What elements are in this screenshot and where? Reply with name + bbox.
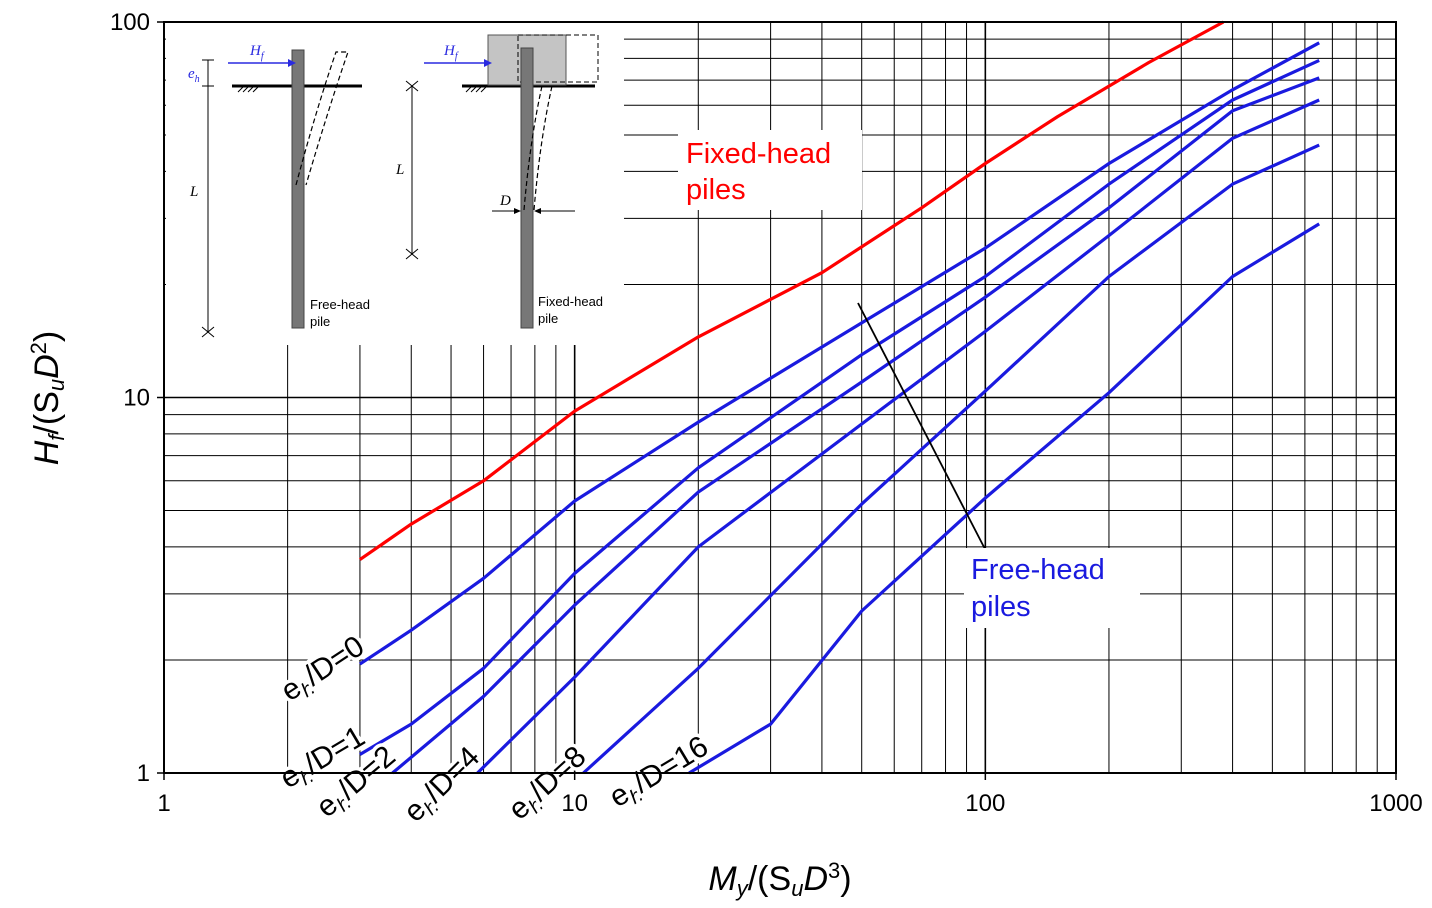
inset-free-head-label: Free-head bbox=[310, 297, 370, 312]
inset-fixed-pile-label: pile bbox=[538, 311, 558, 326]
free-head-leader-line bbox=[857, 302, 987, 552]
x-tick-label: 1 bbox=[157, 790, 170, 817]
svg-text:Hf: Hf bbox=[249, 43, 265, 62]
y-axis-title: Hf/(SuD2) bbox=[26, 331, 69, 466]
x-axis-title: My/(SuD3) bbox=[708, 858, 851, 901]
x-tick-label: 100 bbox=[965, 790, 1005, 817]
series-line-eh-d-8 bbox=[582, 143, 1320, 775]
free-head-pile-diagram: Hf eh L Free-head pile bbox=[188, 43, 370, 338]
svg-text:Hf: Hf bbox=[443, 43, 459, 62]
series-line-eh-d-16 bbox=[688, 222, 1321, 775]
free-head-annotation-line2: piles bbox=[971, 591, 1031, 623]
inset-H-label: H bbox=[249, 43, 262, 59]
inset-f-sub: f bbox=[261, 51, 265, 62]
series-line-fixed-head-piles bbox=[358, 20, 1225, 561]
x-tick-label: 1000 bbox=[1369, 790, 1422, 817]
fixed-head-annotation-line1: Fixed-head bbox=[686, 138, 831, 170]
inset-L-label-free: L bbox=[189, 184, 198, 200]
svg-text:eh: eh bbox=[188, 66, 200, 85]
series-line-eh-d-2 bbox=[391, 76, 1320, 775]
x-tick-label: 10 bbox=[561, 790, 588, 817]
inset-L-label-fixed: L bbox=[395, 162, 404, 178]
pile-diagram-inset: Hf eh L Free-head pile Hf bbox=[166, 23, 624, 345]
inset-f-sub-fixed: f bbox=[455, 51, 459, 62]
inset-e-label: e bbox=[188, 66, 195, 82]
inset-H-label-fixed: H bbox=[443, 43, 456, 59]
series-line-eh-d-4 bbox=[476, 98, 1320, 775]
series-lines bbox=[358, 20, 1321, 775]
fixed-head-pile-diagram: Hf L D Fixed-head pile bbox=[395, 34, 603, 329]
y-tick-label: 10 bbox=[123, 385, 150, 412]
inset-D-label: D bbox=[499, 193, 511, 209]
series-line-eh-d-0 bbox=[359, 41, 1320, 666]
tick-labels: 1 10 100 1000 1 10 100 bbox=[110, 9, 1423, 817]
inset-fixed-head-label: Fixed-head bbox=[538, 294, 603, 309]
free-head-annotation-line1: Free-head bbox=[971, 554, 1105, 586]
y-tick-label: 100 bbox=[110, 9, 150, 36]
y-tick-label: 1 bbox=[137, 760, 150, 787]
series-label-eh-d-0: eh/D=0 bbox=[275, 630, 372, 712]
fixed-head-annotation-line2: piles bbox=[686, 174, 746, 206]
inset-free-pile-label: pile bbox=[310, 314, 330, 329]
inset-h-sub: h bbox=[195, 74, 200, 85]
series-line-eh-d-1 bbox=[359, 58, 1320, 756]
